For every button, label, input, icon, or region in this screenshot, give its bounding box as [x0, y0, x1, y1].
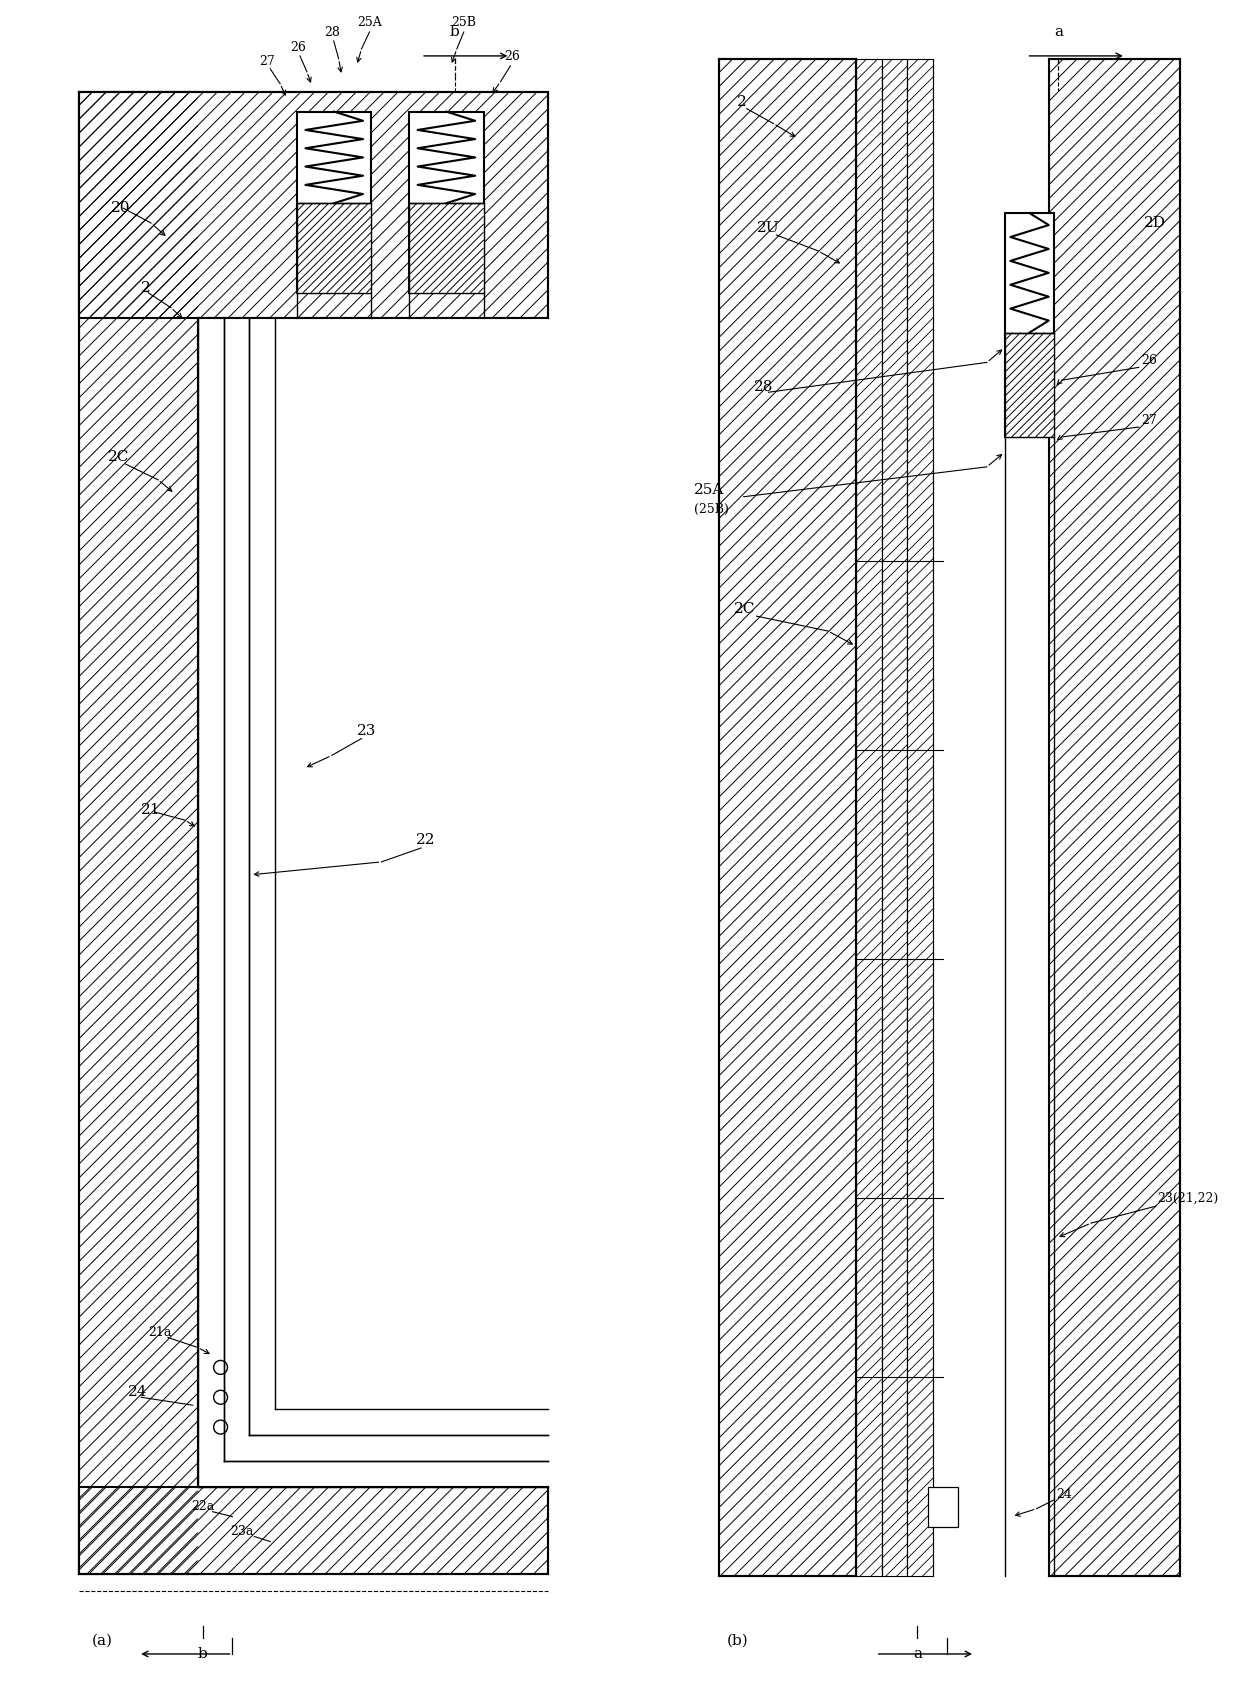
Text: 20: 20: [112, 201, 131, 216]
Text: 27: 27: [259, 56, 275, 69]
Text: 26: 26: [1141, 354, 1157, 368]
Text: 2C: 2C: [734, 602, 755, 615]
Bar: [409, 111, 484, 293]
Text: 22a: 22a: [191, 1501, 215, 1514]
Text: 2: 2: [737, 94, 746, 108]
Bar: [298, 111, 372, 293]
Text: 28: 28: [324, 25, 340, 39]
Bar: [908, 59, 934, 1576]
Bar: [78, 91, 197, 1575]
Bar: [856, 59, 882, 1576]
Text: 25A: 25A: [694, 482, 724, 497]
Text: 23a: 23a: [231, 1526, 254, 1538]
Text: 28: 28: [754, 381, 773, 395]
Text: (25B): (25B): [694, 502, 729, 516]
Text: 2C: 2C: [108, 450, 130, 464]
Bar: [719, 59, 856, 1576]
Text: 24: 24: [128, 1386, 148, 1399]
Bar: [298, 204, 372, 293]
Text: 2: 2: [141, 282, 151, 295]
Text: 22: 22: [417, 833, 435, 846]
Text: 23(21,22): 23(21,22): [1158, 1192, 1219, 1205]
Bar: [719, 59, 1180, 1576]
Text: 24: 24: [1056, 1489, 1073, 1501]
Text: 23: 23: [357, 723, 376, 737]
Text: a: a: [1054, 25, 1063, 39]
Bar: [78, 91, 548, 1575]
Text: (b): (b): [727, 1634, 749, 1647]
Bar: [1049, 59, 1180, 1576]
Text: (a): (a): [92, 1634, 113, 1647]
Bar: [1004, 212, 1054, 437]
Text: 21a: 21a: [148, 1327, 171, 1339]
Text: 21: 21: [141, 803, 161, 818]
Text: 26: 26: [290, 42, 306, 54]
Bar: [409, 204, 484, 293]
Text: a: a: [913, 1647, 921, 1661]
Text: 27: 27: [1141, 413, 1157, 427]
Bar: [1004, 332, 1054, 437]
Text: 25A: 25A: [357, 15, 382, 29]
Bar: [197, 317, 548, 1487]
Text: 25B: 25B: [451, 15, 476, 29]
Text: 26: 26: [505, 51, 521, 64]
Bar: [882, 59, 908, 1576]
Text: 2D: 2D: [1143, 216, 1166, 229]
Bar: [856, 59, 1049, 1576]
Text: 2U: 2U: [756, 221, 779, 234]
Bar: [78, 1487, 548, 1575]
Text: b: b: [198, 1647, 207, 1661]
Text: b: b: [450, 25, 460, 39]
Bar: [929, 1487, 959, 1526]
Bar: [78, 91, 548, 317]
